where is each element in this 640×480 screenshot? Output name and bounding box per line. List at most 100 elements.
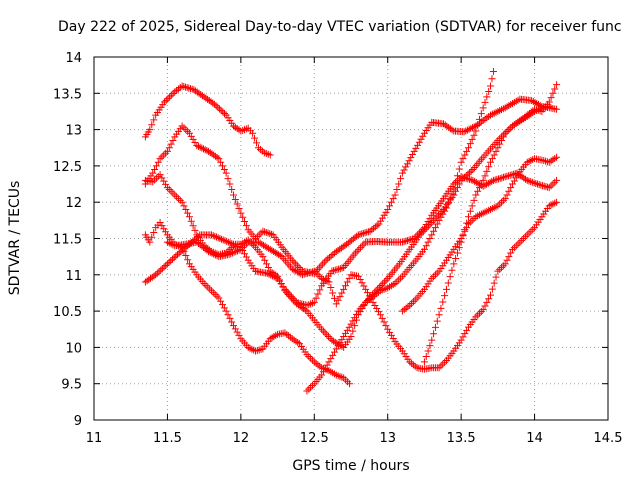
data-point: [377, 281, 385, 289]
data-point: [402, 163, 410, 171]
data-point: [501, 195, 509, 203]
data-point: [476, 184, 483, 192]
y-tick-label: 12.5: [53, 160, 82, 175]
data-point: [172, 252, 180, 260]
data-point: [481, 302, 489, 310]
data-point: [184, 256, 192, 264]
data-point: [459, 232, 467, 240]
data-point: [214, 103, 222, 111]
data-point: [237, 209, 245, 217]
data-point: [215, 155, 223, 163]
data-point: [357, 244, 365, 252]
data-point: [382, 322, 390, 330]
data-point: [217, 106, 225, 114]
data-point: [459, 155, 467, 163]
data-point: [224, 238, 232, 246]
data-point: [547, 94, 555, 102]
data-point: [493, 175, 501, 183]
data-point: [426, 235, 434, 242]
data-point: [331, 266, 339, 274]
data-point: [264, 264, 272, 272]
data-point: [322, 256, 330, 264]
data-point: [435, 311, 443, 319]
data-point: [391, 191, 399, 199]
data-point: [545, 102, 553, 110]
data-point: [333, 266, 341, 274]
data-point: [380, 318, 388, 326]
series-layer: [141, 68, 561, 395]
data-point: [441, 292, 449, 300]
data-point: [324, 255, 332, 263]
data-point: [442, 204, 450, 212]
data-point: [299, 271, 307, 279]
data-point: [292, 260, 300, 268]
data-point: [424, 238, 432, 246]
data-point: [468, 124, 476, 132]
data-point: [319, 327, 327, 335]
data-point: [534, 180, 542, 188]
data-point: [455, 165, 463, 173]
data-point: [158, 265, 166, 273]
data-point: [194, 232, 202, 240]
data-point: [210, 100, 218, 108]
data-point: [428, 231, 436, 239]
data-point: [389, 195, 397, 203]
y-tick-label: 13.5: [53, 87, 82, 102]
data-point: [403, 160, 411, 168]
data-point: [149, 169, 157, 177]
data-point: [476, 115, 483, 123]
data-point: [213, 233, 221, 241]
data-point: [224, 311, 232, 319]
y-tick-label: 14: [65, 51, 82, 66]
data-point: [368, 226, 376, 234]
data-point: [180, 83, 188, 91]
data-point: [422, 352, 430, 360]
data-point: [424, 222, 432, 230]
data-point: [218, 235, 226, 243]
data-point: [466, 207, 474, 215]
data-point: [241, 217, 249, 225]
data-point: [400, 166, 408, 174]
data-point: [185, 84, 193, 92]
data-point: [418, 229, 426, 237]
data-point: [160, 98, 168, 106]
data-point: [472, 127, 480, 135]
data-point: [150, 228, 158, 236]
data-point: [488, 75, 496, 83]
data-point: [420, 358, 428, 366]
data-point: [332, 300, 340, 308]
data-point: [205, 248, 213, 256]
data-point: [264, 229, 272, 237]
data-point: [492, 273, 500, 281]
data-point: [208, 249, 216, 257]
y-tick-label: 9.5: [61, 378, 82, 393]
data-point: [220, 166, 228, 174]
data-point: [188, 85, 196, 93]
data-point: [329, 289, 337, 297]
data-point: [164, 95, 172, 103]
data-point: [185, 213, 193, 221]
data-point: [472, 191, 480, 199]
data-point: [444, 279, 452, 287]
data-point: [150, 116, 158, 124]
data-point: [450, 185, 458, 193]
data-point: [459, 175, 467, 183]
data-point: [330, 267, 338, 275]
data-point: [305, 269, 313, 277]
data-point: [483, 298, 491, 306]
data-point: [549, 89, 557, 97]
data-point: [345, 274, 353, 282]
data-point: [215, 105, 223, 113]
data-point: [452, 254, 460, 262]
data-point: [397, 175, 405, 183]
data-point: [326, 334, 334, 342]
data-point: [169, 136, 177, 144]
data-point: [446, 195, 454, 203]
data-point: [207, 231, 215, 239]
data-point: [551, 85, 559, 93]
data-point: [263, 260, 271, 268]
data-point: [231, 195, 239, 203]
data-point: [532, 179, 540, 187]
series-6: [163, 198, 561, 373]
data-point: [148, 233, 156, 241]
